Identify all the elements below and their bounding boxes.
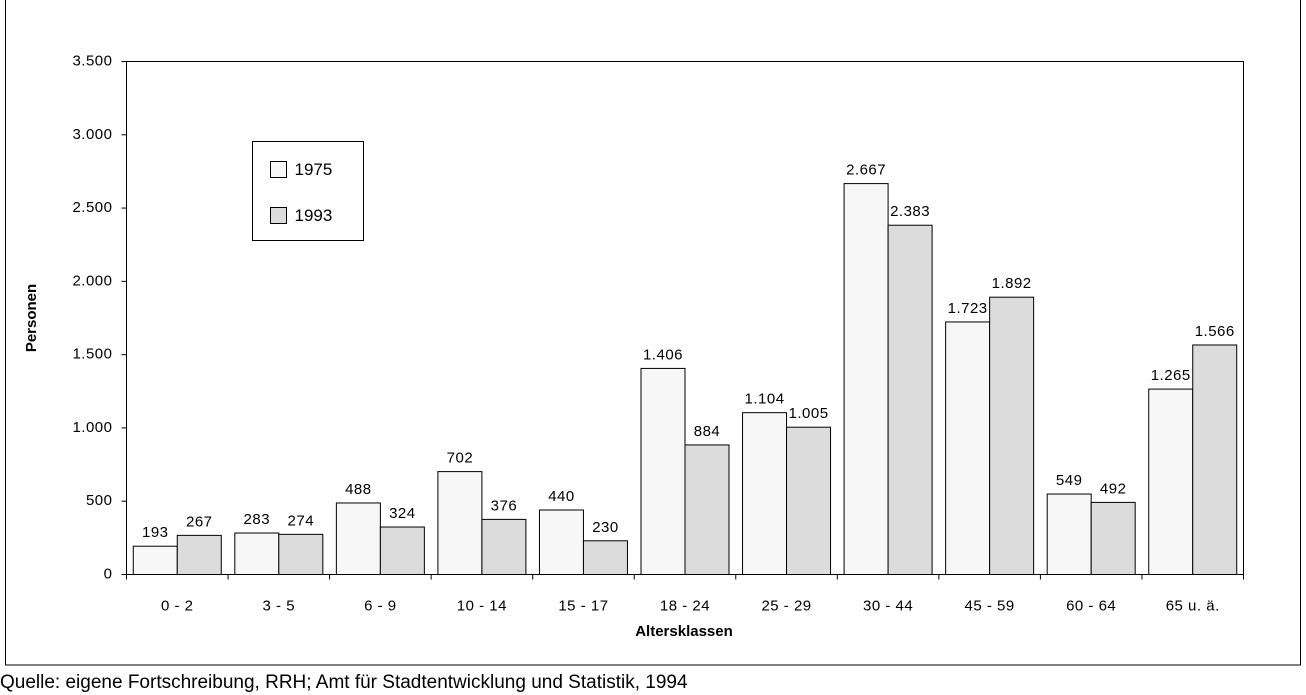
bar <box>176 534 222 575</box>
x-tick-label: 0 - 2 <box>161 597 194 614</box>
legend-box <box>252 141 364 241</box>
bar <box>278 533 324 575</box>
bar <box>481 518 527 576</box>
x-tick-label: 45 - 59 <box>965 597 1015 614</box>
bar <box>437 471 483 575</box>
bar <box>335 502 381 575</box>
data-label: 193 <box>142 524 169 541</box>
data-label: 274 <box>288 512 315 529</box>
x-tick-label: 3 - 5 <box>263 597 296 614</box>
legend-swatch <box>270 161 287 178</box>
data-label: 376 <box>491 497 518 514</box>
bar <box>843 183 889 575</box>
data-label: 1.005 <box>789 405 829 422</box>
data-label: 2.667 <box>846 162 886 179</box>
y-tick-label: 1.500 <box>72 346 112 363</box>
data-label: 884 <box>694 423 721 440</box>
y-tick-label: 2.000 <box>72 272 112 289</box>
y-tick-label: 500 <box>86 492 113 509</box>
data-label: 440 <box>548 488 575 505</box>
x-tick-label: 6 - 9 <box>364 597 397 614</box>
data-label: 549 <box>1056 472 1083 489</box>
bar <box>742 412 788 575</box>
y-axis-title: Personen <box>23 284 40 352</box>
data-label: 2.383 <box>890 203 930 220</box>
bar <box>786 426 832 575</box>
data-label: 1.104 <box>745 391 785 408</box>
bar <box>887 224 933 576</box>
data-label: 267 <box>186 513 213 530</box>
x-tick-label: 15 - 17 <box>558 597 608 614</box>
legend-swatch <box>270 207 287 224</box>
data-label: 488 <box>345 481 372 498</box>
data-label: 1.406 <box>643 346 683 363</box>
data-label: 1.566 <box>1195 323 1235 340</box>
x-tick-label: 60 - 64 <box>1066 597 1116 614</box>
bar <box>1192 344 1238 575</box>
y-tick-label: 3.500 <box>72 52 112 69</box>
data-label: 283 <box>244 511 271 528</box>
bar <box>1148 388 1194 575</box>
source-note: Quelle: eigene Fortschreibung, RRH; Amt … <box>0 672 688 693</box>
y-tick-label: 2.500 <box>72 199 112 216</box>
x-tick-label: 25 - 29 <box>761 597 811 614</box>
x-axis-title: Altersklassen <box>635 623 733 640</box>
data-label: 324 <box>389 505 416 522</box>
bar <box>132 545 178 576</box>
bar <box>1090 501 1136 576</box>
x-tick-label: 18 - 24 <box>660 597 710 614</box>
bar <box>379 526 425 576</box>
bar <box>234 532 280 575</box>
data-label: 492 <box>1100 480 1127 497</box>
bar <box>684 444 730 575</box>
bar <box>989 296 1035 575</box>
data-label: 230 <box>592 519 619 536</box>
y-tick-label: 3.000 <box>72 126 112 143</box>
data-label: 1.265 <box>1151 367 1191 384</box>
x-tick-label: 10 - 14 <box>457 597 507 614</box>
y-tick-label: 1.000 <box>72 419 112 436</box>
bar <box>538 509 584 576</box>
y-tick-label: 0 <box>104 565 113 582</box>
legend-label: 1993 <box>295 206 333 225</box>
legend-label: 1975 <box>295 160 333 179</box>
bar <box>1046 493 1092 575</box>
data-label: 702 <box>447 450 474 467</box>
x-tick-label: 65 u. ä. <box>1166 597 1220 614</box>
bar <box>640 367 686 575</box>
x-tick-label: 30 - 44 <box>863 597 913 614</box>
data-label: 1.892 <box>992 275 1032 292</box>
bar <box>945 321 991 575</box>
frame <box>5 0 1301 666</box>
data-label: 1.723 <box>948 300 988 317</box>
bar <box>582 540 628 576</box>
